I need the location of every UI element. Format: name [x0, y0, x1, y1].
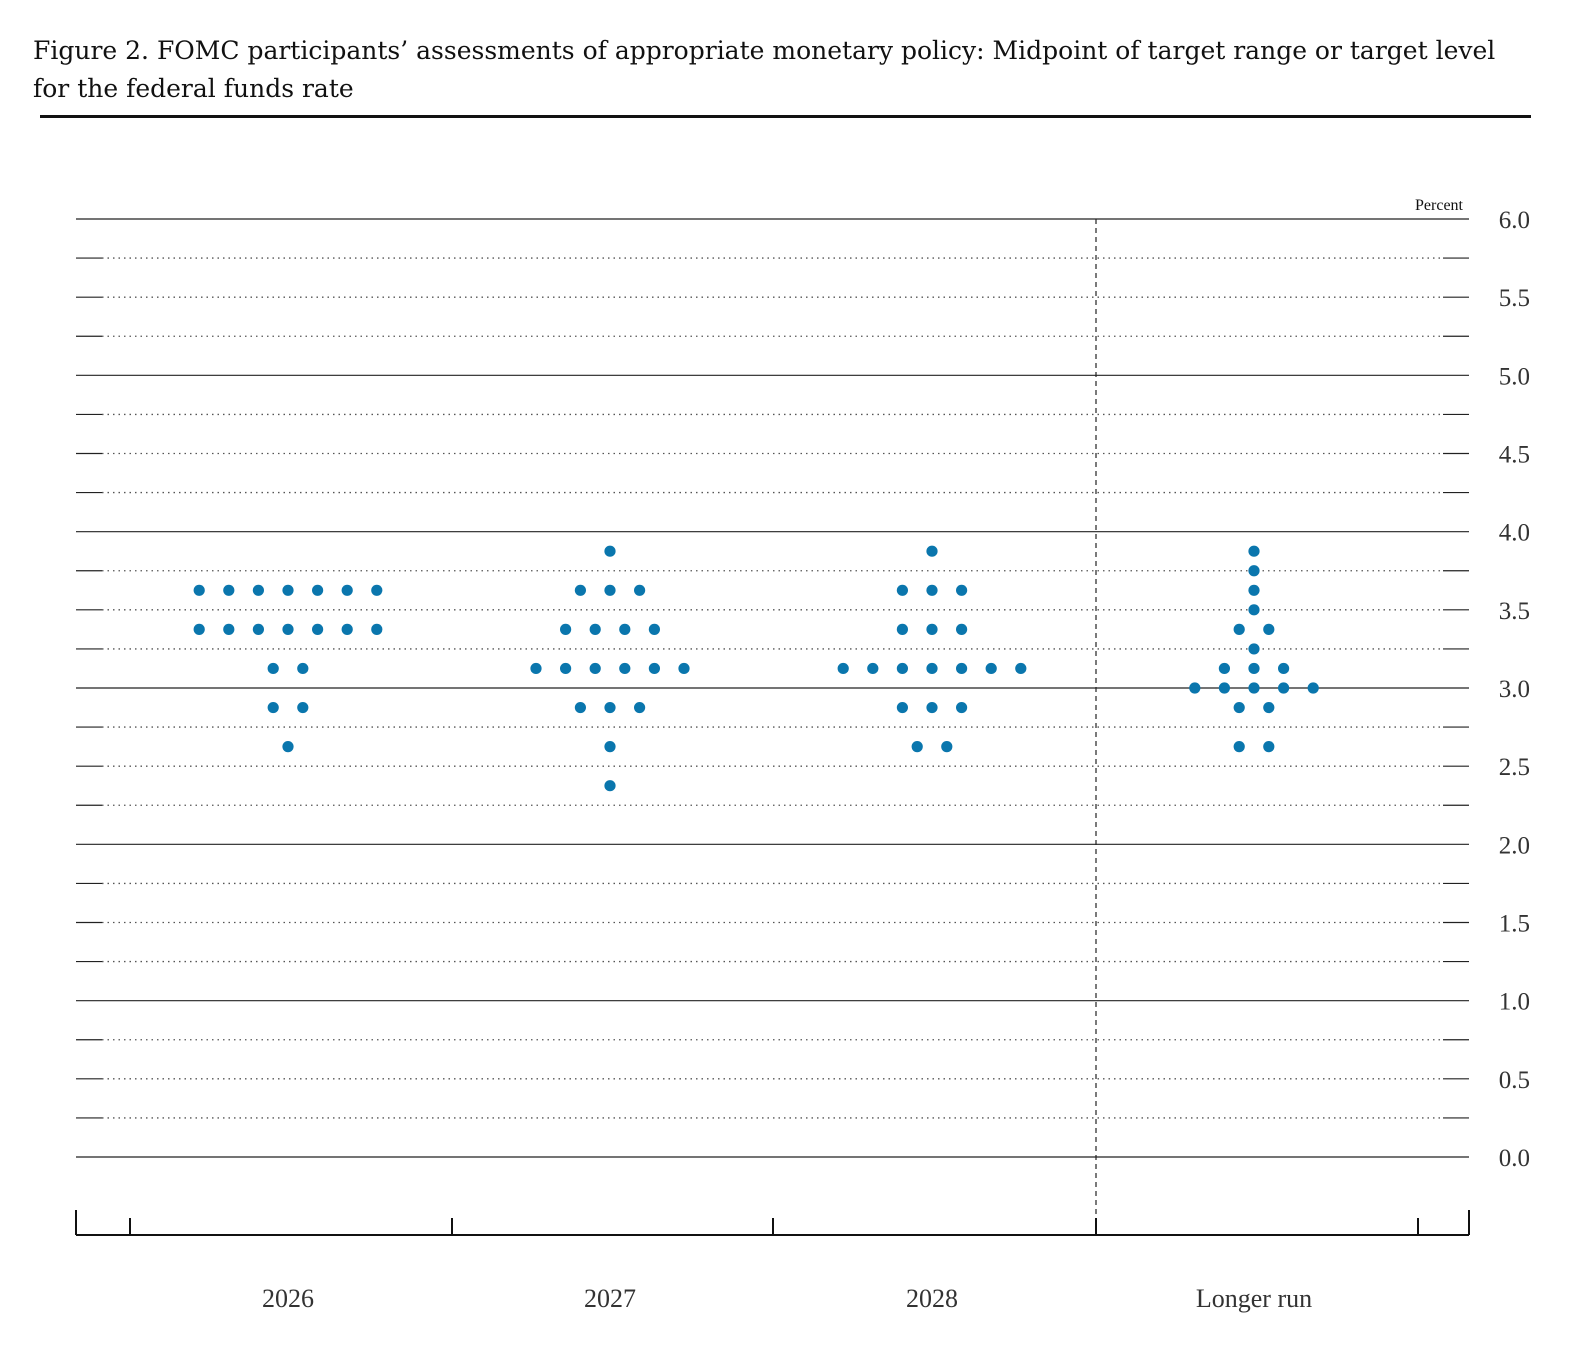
participant-dot — [926, 662, 938, 675]
participant-dot — [896, 623, 909, 635]
participant-dot — [1248, 584, 1260, 596]
participant-dot — [619, 662, 631, 675]
participant-dot — [530, 662, 542, 675]
participant-dot — [634, 584, 646, 596]
participant-dot — [1248, 565, 1260, 577]
participant-dot — [896, 701, 909, 714]
participant-dot — [560, 662, 572, 675]
y-tick-label: 6.0 — [1499, 207, 1530, 234]
participant-dot — [926, 701, 938, 714]
participant-dot — [1263, 623, 1275, 635]
participant-dot — [341, 584, 353, 596]
participant-dot — [252, 584, 264, 596]
participant-dot — [371, 623, 383, 635]
participant-dot — [604, 741, 616, 753]
participant-dot — [282, 623, 294, 635]
participant-dot — [1307, 682, 1319, 694]
y-tick-label: 5.5 — [1499, 285, 1530, 312]
participant-dot — [604, 780, 616, 792]
y-tick-label: 1.5 — [1499, 911, 1530, 938]
y-tick-label: 0.0 — [1499, 1145, 1530, 1172]
y-tick-label: 4.5 — [1499, 442, 1530, 469]
participant-dot — [223, 623, 235, 635]
y-tick-label: 0.5 — [1499, 1067, 1530, 1094]
participant-dot — [574, 701, 587, 714]
participant-dot — [956, 662, 968, 675]
y-tick-label: 3.5 — [1499, 598, 1530, 625]
participant-dot — [941, 741, 953, 753]
participant-dot — [312, 623, 324, 635]
participant-dot — [926, 623, 938, 635]
participant-dot — [896, 584, 909, 596]
participant-dot — [604, 584, 616, 596]
participant-dot — [312, 584, 324, 596]
y-tick-label: 1.0 — [1499, 989, 1530, 1016]
participant-dot — [634, 701, 646, 714]
x-category-label: Longer run — [1196, 1284, 1312, 1313]
y-tick-label: 2.0 — [1499, 832, 1530, 859]
y-axis-unit-label: Percent — [1415, 197, 1464, 214]
participant-dot — [926, 584, 938, 596]
participant-dot — [589, 662, 601, 675]
participant-dot — [560, 623, 572, 635]
participant-dot — [1278, 682, 1290, 694]
x-category-label: 2026 — [262, 1284, 314, 1313]
x-category-label: 2027 — [584, 1284, 636, 1313]
participant-dot — [297, 701, 309, 714]
participant-dot — [1233, 741, 1245, 753]
participant-dot — [1218, 682, 1230, 694]
participant-dot — [896, 662, 909, 675]
participant-dot — [267, 701, 279, 714]
participant-dot — [1263, 741, 1275, 753]
participant-dot — [282, 584, 294, 596]
participant-dot — [648, 623, 661, 635]
participant-dot — [604, 545, 616, 557]
participant-dot — [589, 623, 601, 635]
participant-dot — [1189, 682, 1201, 694]
figure-title: Figure 2. FOMC participants’ assessments… — [33, 36, 1496, 103]
participant-dot — [267, 662, 279, 675]
participant-dot — [371, 584, 383, 596]
participant-dot — [1218, 662, 1230, 675]
participant-dot — [837, 662, 849, 675]
participant-dot — [223, 584, 235, 596]
participant-dot — [648, 662, 661, 675]
participant-dot — [1015, 662, 1027, 675]
participant-dot — [678, 662, 690, 675]
y-tick-label: 4.0 — [1499, 520, 1530, 547]
participant-dot — [956, 623, 968, 635]
participant-dot — [282, 741, 294, 753]
participant-dot — [619, 623, 631, 635]
y-tick-label: 3.0 — [1499, 676, 1530, 703]
participant-dot — [985, 662, 997, 675]
participant-dot — [1248, 682, 1260, 694]
participant-dot — [604, 701, 616, 714]
participant-dot — [867, 662, 879, 675]
participant-dot — [926, 545, 938, 557]
participant-dot — [1263, 701, 1275, 714]
participant-dot — [1248, 604, 1260, 616]
participant-dot — [1233, 623, 1245, 635]
participant-dot — [193, 584, 205, 596]
x-category-label: 2028 — [906, 1284, 958, 1313]
participant-dot — [1233, 701, 1245, 714]
participant-dot — [297, 662, 309, 675]
title-rule — [40, 115, 1531, 118]
participant-dot — [1248, 545, 1260, 557]
participant-dot — [956, 701, 968, 714]
participant-dot — [193, 623, 205, 635]
participant-dot — [1248, 662, 1260, 675]
participant-dot — [1278, 662, 1290, 675]
participant-dot — [911, 741, 923, 753]
participant-dot — [956, 584, 968, 596]
y-tick-label: 5.0 — [1499, 363, 1530, 390]
participant-dot — [252, 623, 264, 635]
participant-dot — [1248, 643, 1260, 655]
participant-dot — [341, 623, 353, 635]
participant-dot — [574, 584, 587, 596]
y-tick-label: 2.5 — [1499, 754, 1530, 781]
